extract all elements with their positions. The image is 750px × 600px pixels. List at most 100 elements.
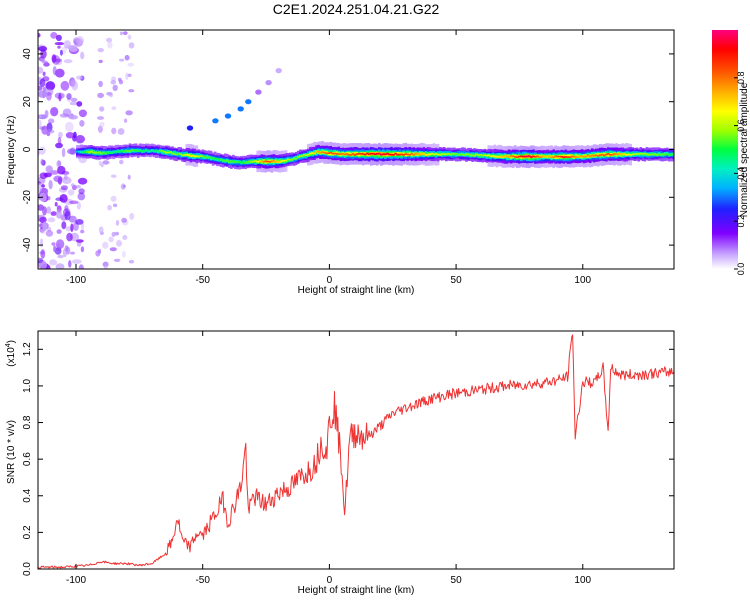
ridge-cell xyxy=(215,158,219,160)
spectrogram-noise-blob xyxy=(38,146,46,155)
ridge-cell xyxy=(509,155,513,159)
branch-blob xyxy=(275,68,282,74)
spectrogram-noise-blob xyxy=(114,231,119,236)
ridge-cell xyxy=(538,156,541,158)
spectrogram-noise-blob xyxy=(57,45,61,49)
spectrogram-noise-blob xyxy=(65,132,75,139)
ridge-cell xyxy=(438,152,442,156)
ridge-cell xyxy=(438,154,442,156)
snr-x-label: Height of straight line (km) xyxy=(298,585,415,596)
ridge-cell xyxy=(530,156,533,158)
ridge-cell xyxy=(226,159,229,162)
colorbar-ticks: 0.0 0.2 0.4 0.6 0.8 xyxy=(734,72,746,275)
ridge-cell xyxy=(558,155,562,158)
ridge-cell xyxy=(463,154,466,156)
ridge-cell xyxy=(266,160,270,163)
spectrogram-noise-blob xyxy=(108,236,114,243)
spectrogram-x-label: Height of straight line (km) xyxy=(298,285,415,296)
spectrogram-noise-blob xyxy=(68,260,72,268)
ridge-cell xyxy=(511,155,515,158)
ridge-cell xyxy=(211,157,215,160)
spectrogram-noise-blob xyxy=(125,72,129,80)
ridge-cell xyxy=(173,153,176,155)
ridge-cell xyxy=(641,152,645,155)
ridge-cell xyxy=(603,154,606,157)
spectrogram-noise-blob xyxy=(55,239,65,250)
ridge-cell xyxy=(408,153,412,156)
ridge-cell xyxy=(305,154,308,156)
ridge-cell xyxy=(201,155,205,157)
spectrogram-noise-blob xyxy=(48,118,55,124)
spectrogram-noise-blob xyxy=(76,201,81,210)
ridge-cell xyxy=(260,161,264,163)
spectrogram-noise-blob xyxy=(80,51,85,60)
ridge-cell xyxy=(112,151,116,153)
spectrogram-noise-blob xyxy=(75,219,84,225)
ridge-cell xyxy=(323,151,326,154)
ridge-cell xyxy=(457,154,460,156)
ridge-cell xyxy=(96,151,99,154)
ridge-cell xyxy=(142,149,146,152)
spectrogram-noise-blob xyxy=(56,229,62,234)
ridge-cell xyxy=(572,155,576,158)
ridge-cell xyxy=(102,151,105,154)
spectrogram-noise-blob xyxy=(119,159,124,165)
spectrogram-noise-blob xyxy=(80,229,85,234)
spectrogram-noise-blob xyxy=(39,78,46,88)
y-tick-label: 40 xyxy=(22,48,33,60)
spectrogram-noise-blob xyxy=(75,36,84,45)
spectrogram-noise-blob xyxy=(55,34,62,42)
ridge-cell xyxy=(132,149,136,152)
ridge-cell xyxy=(207,156,211,159)
spectrogram-noise-blob xyxy=(45,129,55,134)
spectrogram-noise-blob xyxy=(98,59,103,64)
ridge-cell xyxy=(130,149,134,151)
spectrogram-noise-blob xyxy=(119,31,124,36)
ridge-cell xyxy=(116,149,120,153)
spectrogram-noise-blob xyxy=(102,241,109,249)
ridge-cell xyxy=(416,152,420,155)
spectrogram-noise-blob xyxy=(42,71,46,77)
ridge-cell xyxy=(639,152,643,155)
ridge-cell xyxy=(126,150,130,152)
ridge-cell xyxy=(621,153,624,155)
ridge-cell xyxy=(159,150,162,152)
spectrogram-noise-blob xyxy=(111,106,117,111)
figure-title: C2E1.2024.251.04.21.G22 xyxy=(273,1,440,17)
spectrogram-noise-blob xyxy=(42,60,48,64)
spectrogram-noise-blob xyxy=(113,258,121,262)
spectrogram-noise-blob xyxy=(110,195,117,202)
ridge-cell xyxy=(410,153,414,155)
ridge-cell xyxy=(329,152,332,156)
ridge-cell xyxy=(317,150,320,153)
svg-text:(x104): (x104) xyxy=(5,340,17,367)
branch-blob xyxy=(186,125,194,131)
branch-blob xyxy=(212,118,219,124)
spectrogram-noise-blob xyxy=(124,54,130,61)
colorbar-tick-label: 0.6 xyxy=(736,119,746,132)
spectrogram-noise-blob xyxy=(51,242,56,246)
ridge-cell xyxy=(286,158,290,162)
ridge-cell xyxy=(357,153,361,155)
spectrogram-noise-blob xyxy=(68,215,77,223)
spectrogram-noise-blob xyxy=(106,91,113,96)
ridge-cell xyxy=(386,153,389,157)
spectrogram-noise-blob xyxy=(57,176,63,185)
ridge-cell xyxy=(455,152,458,155)
colorbar-tick-label: 0.4 xyxy=(736,167,746,180)
ridge-cell xyxy=(258,160,261,162)
ridge-cell xyxy=(380,153,383,156)
ridge-cell xyxy=(365,152,369,155)
ridge-cell xyxy=(550,156,553,158)
snr-plot: -100 -50 0 50 100 0.0 0.2 0.4 0.6 0.8 1.0 1.2 Heig… xyxy=(5,330,675,596)
ridge-cell xyxy=(453,153,456,155)
ridge-cell xyxy=(497,156,501,158)
ridge-cell xyxy=(242,162,245,164)
x-tick-label: -100 xyxy=(66,275,86,286)
ridge-cell xyxy=(396,153,399,156)
ridge-cell xyxy=(76,150,79,153)
ridge-cell xyxy=(629,154,632,156)
ridge-cell xyxy=(477,154,480,156)
ridge-cell xyxy=(597,155,600,157)
ridge-cell xyxy=(394,152,397,155)
